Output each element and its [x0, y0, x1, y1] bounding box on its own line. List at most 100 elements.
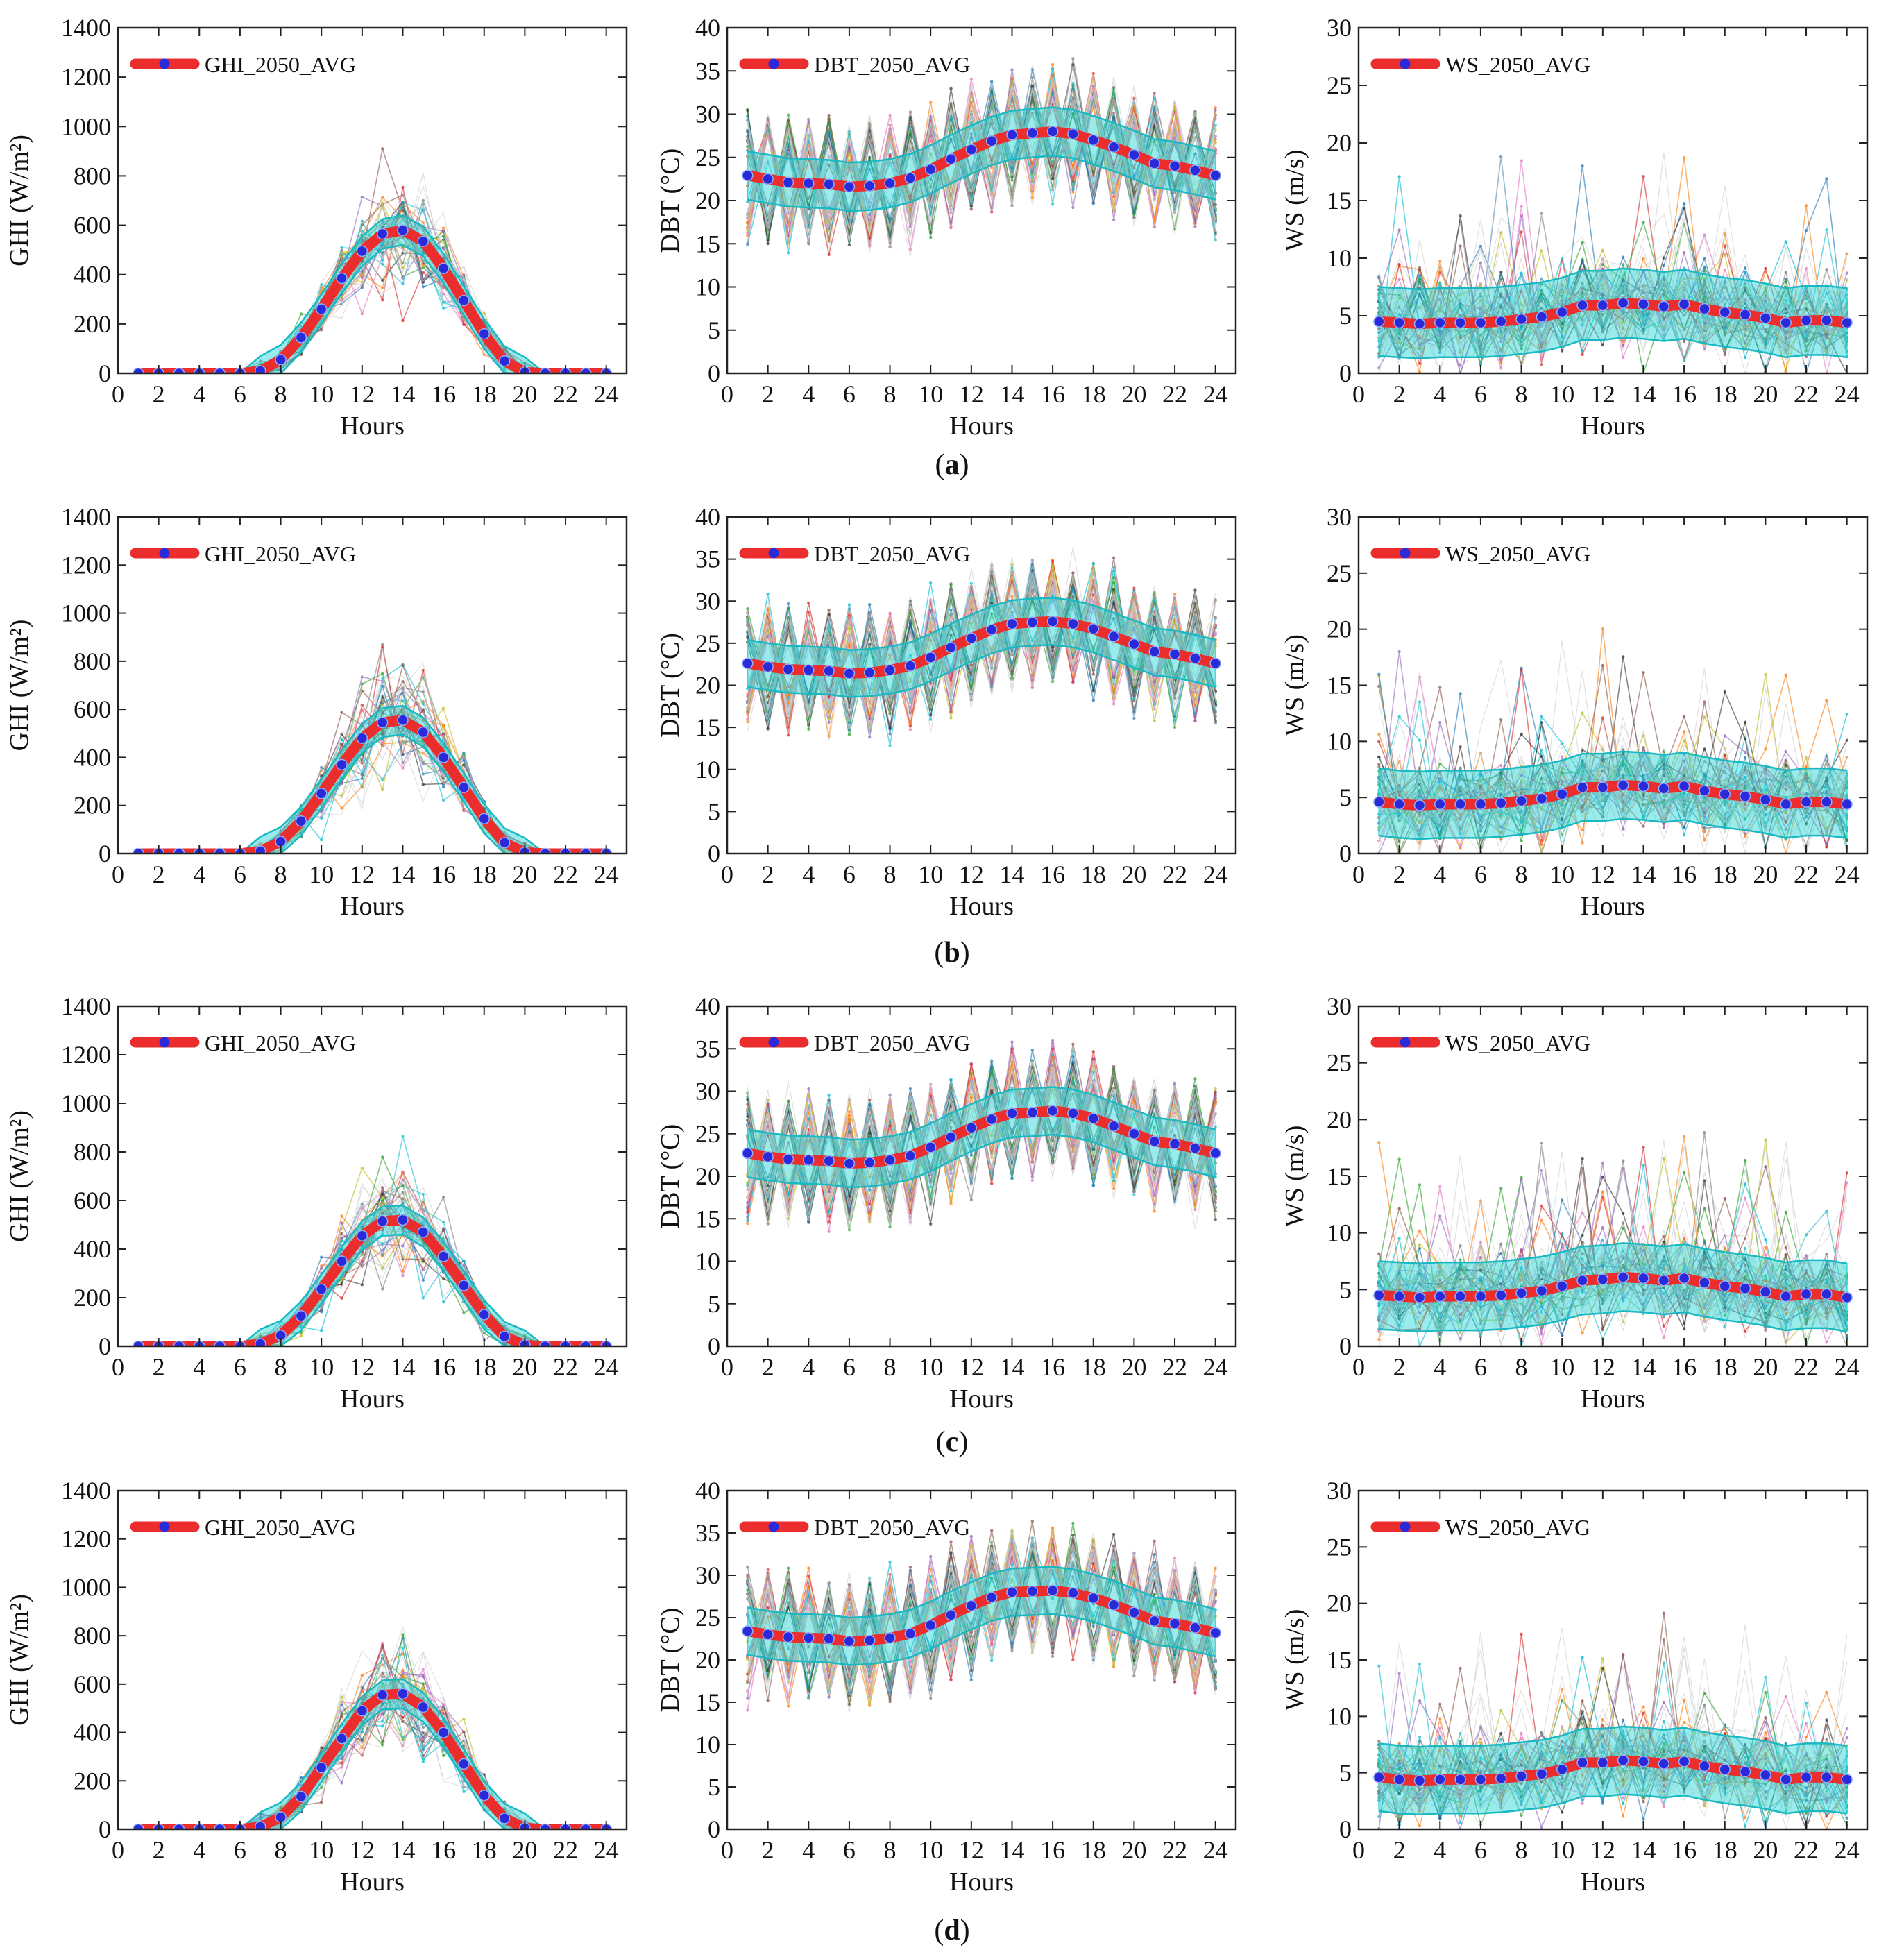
- ensemble-point: [1723, 734, 1726, 738]
- y-tick-label: 25: [1327, 71, 1352, 99]
- ensemble-point: [1743, 356, 1747, 359]
- avg-marker-h10: [924, 652, 937, 663]
- avg-marker-h21: [1780, 316, 1792, 329]
- avg-marker-h19: [1739, 309, 1751, 321]
- ensemble-point: [523, 842, 527, 846]
- avg-marker-h21: [1148, 158, 1160, 169]
- ensemble-point: [1071, 63, 1075, 67]
- avg-marker-h12: [1597, 781, 1609, 793]
- avg-marker-h2: [1393, 798, 1405, 811]
- ensemble-point: [1438, 686, 1442, 689]
- ensemble-point: [1682, 251, 1686, 255]
- y-tick-label: 1400: [61, 503, 111, 531]
- avg-marker-h3: [782, 176, 794, 189]
- avg-marker-h15: [1026, 127, 1039, 139]
- ensemble-point: [360, 709, 364, 712]
- ensemble-point: [1784, 749, 1787, 754]
- ensemble-point: [1642, 777, 1645, 781]
- avg-marker-h14: [1006, 618, 1018, 630]
- ensemble-point: [1438, 331, 1442, 334]
- ensemble-point: [1581, 353, 1584, 356]
- ensemble-point: [1377, 740, 1381, 743]
- ensemble-point: [1499, 339, 1503, 344]
- ensemble-line: [1378, 243, 1848, 356]
- ensemble-point: [1825, 845, 1828, 849]
- avg-marker-h20: [1760, 312, 1771, 324]
- band-upper-edge: [747, 106, 1216, 164]
- avg-marker-h8: [884, 177, 896, 189]
- ensemble-point: [421, 690, 425, 694]
- ensemble-point: [1112, 566, 1116, 570]
- ensemble-point: [1418, 370, 1422, 373]
- avg-marker-h16: [1046, 616, 1059, 627]
- ensemble-point: [929, 713, 933, 717]
- ensemble-line: [138, 198, 606, 373]
- x-tick-label: 20: [1121, 380, 1146, 408]
- ensemble-point: [1561, 326, 1564, 330]
- ensemble-point: [766, 609, 770, 612]
- ensemble-point: [1561, 817, 1564, 822]
- avg-marker-h6: [1474, 798, 1487, 811]
- avg-marker-h11: [1576, 781, 1588, 793]
- ensemble-point: [868, 200, 872, 204]
- ensemble-point: [1682, 806, 1686, 809]
- ensemble-point: [1601, 627, 1604, 631]
- avg-marker-h4: [1434, 798, 1446, 811]
- ensemble-point: [1845, 756, 1848, 759]
- avg-marker-h20: [1128, 638, 1140, 650]
- avg-marker-h8: [275, 836, 287, 847]
- ensemble-point: [1193, 152, 1197, 155]
- avg-marker-h17: [1067, 128, 1079, 140]
- ensemble-point: [888, 611, 892, 615]
- ensemble-point: [827, 613, 831, 616]
- avg-marker-h5: [1454, 316, 1466, 329]
- ensemble-point: [786, 119, 790, 123]
- ensemble-line: [138, 698, 606, 854]
- ensemble-point: [1703, 747, 1706, 751]
- band-lower-edge: [747, 644, 1216, 698]
- avg-marker-h3: [782, 663, 794, 675]
- x-tick-label: 0: [112, 380, 124, 408]
- avg-marker-h15: [417, 235, 430, 247]
- ensemble-point: [969, 621, 974, 625]
- x-tick-label: 20: [512, 860, 537, 888]
- ensemble-point: [888, 154, 892, 158]
- ensemble-point: [1030, 111, 1035, 115]
- ensemble-point: [1804, 296, 1808, 300]
- y-tick-label: 25: [695, 144, 720, 171]
- avg-marker-h3: [173, 367, 185, 373]
- ensemble-point: [847, 627, 851, 631]
- ensemble-point: [1601, 754, 1604, 758]
- y-tick-label: 0: [99, 840, 111, 867]
- avg-marker-h4: [1434, 316, 1446, 329]
- ensemble-point: [1397, 278, 1401, 281]
- plot-area: [742, 57, 1221, 257]
- ensemble-line: [138, 663, 606, 854]
- x-tick-label: 22: [1162, 860, 1187, 888]
- ensemble-point: [1825, 334, 1828, 339]
- y-tick-label: 1200: [61, 551, 111, 579]
- y-axis-label: WS (m/s): [1280, 150, 1309, 252]
- y-tick-label: 30: [695, 101, 720, 128]
- ensemble-point: [969, 121, 974, 124]
- ensemble-point: [462, 323, 466, 326]
- ensemble-point: [401, 319, 405, 323]
- legend-label: DBT_2050_AVG: [814, 541, 970, 566]
- ensemble-point: [1010, 79, 1014, 83]
- ensemble-point: [1499, 231, 1503, 235]
- ensemble-point: [1764, 747, 1767, 751]
- ensemble-line: [1378, 264, 1847, 373]
- ensemble-point: [1682, 715, 1686, 718]
- ensemble-point: [1764, 287, 1767, 291]
- ensemble-point: [1459, 789, 1462, 793]
- ensemble-point: [1622, 752, 1625, 756]
- ensemble-point: [1723, 321, 1726, 324]
- avg-marker-h12: [356, 245, 368, 257]
- ensemble-point: [1784, 240, 1787, 244]
- x-tick-label: 8: [1515, 860, 1528, 888]
- band-upper-edge: [138, 704, 606, 854]
- ensemble-point: [1132, 694, 1136, 697]
- legend-label: WS_2050_AVG: [1445, 52, 1590, 77]
- x-tick-label: 2: [153, 380, 165, 408]
- avg-marker-h23: [580, 367, 592, 373]
